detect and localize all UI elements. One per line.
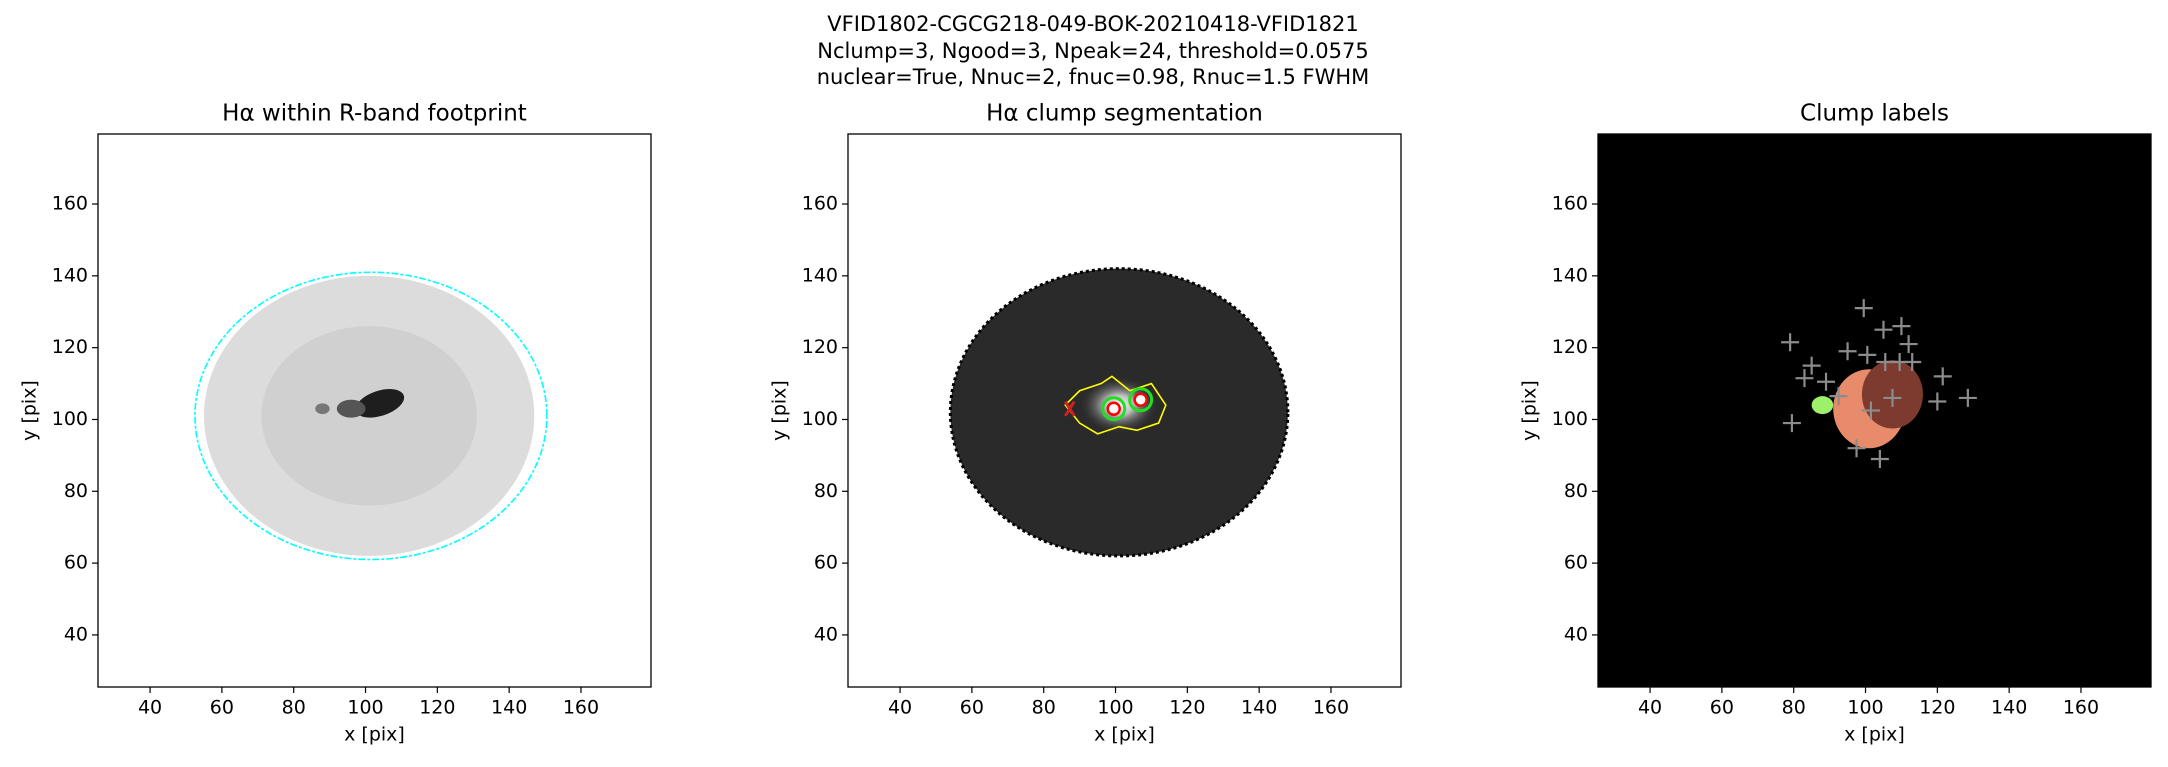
x-tick-label: 120: [419, 697, 455, 719]
peak-marker: [1874, 320, 1893, 339]
y-tick-label: 120: [52, 336, 88, 358]
y-tick-label: 60: [1564, 552, 1588, 574]
clump-center: [1106, 401, 1121, 416]
suptitle-line: VFID1802-CGCG218-049-BOK-20210418-VFID18…: [827, 12, 1358, 36]
peak-marker: [1899, 335, 1918, 354]
y-tick-label: 100: [802, 408, 838, 430]
y-tick-label: 40: [1564, 623, 1588, 645]
y-tick-label: 80: [64, 480, 88, 502]
x-tick-label: 100: [1097, 697, 1133, 719]
y-tick-label: 140: [802, 264, 838, 286]
y-axis-label: y [pix]: [769, 380, 791, 441]
clump-ring: [1128, 387, 1154, 413]
peak-marker: [1861, 401, 1880, 420]
peak-marker: [1892, 317, 1911, 336]
peak-marker: [1795, 369, 1814, 388]
y-tick-label: 40: [64, 623, 88, 645]
suptitle-line: Nclump=3, Ngood=3, Npeak=24, threshold=0…: [817, 39, 1369, 63]
x-tick-label: 80: [282, 697, 306, 719]
y-axis-label: y [pix]: [19, 380, 41, 441]
x-axis-label: x [pix]: [1844, 724, 1905, 746]
peak-marker: [1854, 299, 1873, 318]
y-tick-label: 40: [814, 623, 838, 645]
x-tick-label: 40: [1638, 697, 1662, 719]
clump-center: [1133, 392, 1148, 407]
y-tick-label: 60: [64, 552, 88, 574]
x-tick-label: 40: [138, 697, 162, 719]
peak-marker: [1883, 388, 1902, 407]
y-tick-label: 140: [1552, 264, 1588, 286]
x-axis-label: x [pix]: [344, 724, 405, 746]
axes-frame: [97, 133, 652, 688]
x-tick-label: 100: [347, 697, 383, 719]
x-tick-label: 80: [1782, 697, 1806, 719]
y-tick-label: 60: [814, 552, 838, 574]
x-axis-label: x [pix]: [1094, 724, 1155, 746]
x-tick-label: 160: [2063, 697, 2099, 719]
y-tick-label: 100: [52, 408, 88, 430]
x-tick-label: 120: [1919, 697, 1955, 719]
peak-marker: [1903, 353, 1922, 372]
x-tick-label: 140: [491, 697, 527, 719]
x-tick-label: 120: [1169, 697, 1205, 719]
peak-marker: [1802, 356, 1821, 375]
peak-marker: [1870, 449, 1889, 468]
peak-marker: [1847, 439, 1866, 458]
peak-marker: [1817, 372, 1836, 391]
x-tick-label: 140: [1241, 697, 1277, 719]
x-tick-label: 80: [1032, 697, 1056, 719]
y-axis-label: y [pix]: [1519, 380, 1541, 441]
y-tick-label: 120: [1552, 336, 1588, 358]
y-tick-label: 80: [814, 480, 838, 502]
y-tick-label: 100: [1552, 408, 1588, 430]
peak-marker: [1933, 367, 1952, 386]
y-tick-label: 80: [1564, 480, 1588, 502]
x-tick-label: 160: [563, 697, 599, 719]
y-tick-label: 160: [802, 193, 838, 215]
peak-marker: [1858, 345, 1877, 364]
axes-title: Hα within R-band footprint: [222, 101, 527, 127]
x-tick-label: 140: [1991, 697, 2027, 719]
peak-marker: [1782, 414, 1801, 433]
y-tick-label: 160: [1552, 193, 1588, 215]
x-tick-label: 160: [1313, 697, 1349, 719]
y-tick-label: 140: [52, 264, 88, 286]
axes-frame: [847, 133, 1402, 688]
peak-marker: [1958, 388, 1977, 407]
suptitle-line: nuclear=True, Nnuc=2, fnuc=0.98, Rnuc=1.…: [817, 65, 1370, 89]
axes-title: Clump labels: [1800, 101, 1949, 127]
peak-marker: [1838, 342, 1857, 361]
clump-ring: [1101, 396, 1127, 422]
image-art: [195, 272, 547, 559]
axes-title: Hα clump segmentation: [986, 101, 1263, 127]
peak-marker: [1829, 387, 1848, 406]
x-tick-label: 40: [888, 697, 912, 719]
x-tick-label: 60: [210, 697, 234, 719]
y-tick-label: 160: [52, 193, 88, 215]
x-tick-label: 60: [1710, 697, 1734, 719]
axes-frame: [1597, 133, 2152, 688]
x-tick-label: 60: [960, 697, 984, 719]
peak-marker: [1781, 333, 1800, 352]
y-tick-label: 120: [802, 336, 838, 358]
x-tick-label: 100: [1847, 697, 1883, 719]
peak-marker: [1928, 392, 1947, 411]
